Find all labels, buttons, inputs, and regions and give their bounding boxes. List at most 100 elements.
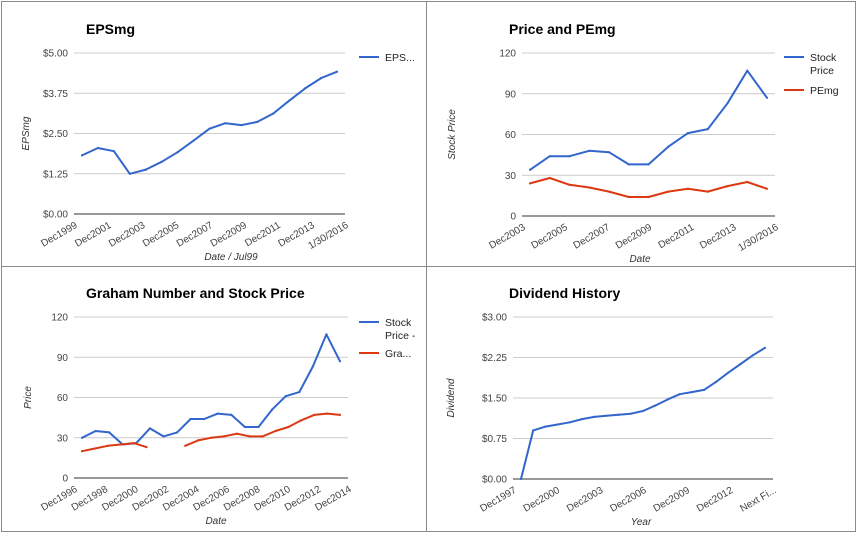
x-tick-label: Dec2007 [175,220,216,250]
data-point [617,413,620,416]
y-tick-label: 120 [51,313,68,324]
data-point [313,413,316,416]
y-tick-label: 60 [505,130,517,141]
y-tick-label: $2.25 [482,353,507,364]
data-point [666,398,669,401]
chart-svg-epsmg: EPSmg$0.00$1.25$2.50$3.75$5.00Dec1999Dec… [21,21,415,263]
data-point [93,447,96,450]
x-tick-label: Dec2009 [209,220,250,250]
x-tick-label: Dec2011 [243,220,283,249]
data-point [311,365,314,368]
data-point [160,160,163,163]
y-tick-label: $3.75 [43,89,68,100]
legend-label: Stock [810,52,837,64]
data-point [654,404,657,407]
data-point [627,163,630,166]
data-point [593,415,596,418]
y-tick-label: $0.75 [482,434,507,445]
data-point [647,163,650,166]
data-point [298,391,301,394]
data-point [106,444,109,447]
data-point [627,195,630,199]
data-point [80,436,84,439]
y-tick-label: $1.50 [482,394,507,405]
data-point [667,190,670,193]
data-point [746,180,749,184]
data-point [706,190,709,193]
y-axis-label: Price [23,386,34,409]
y-tick-label: 60 [57,393,69,404]
y-tick-label: $2.50 [43,129,68,140]
y-tick-label: $0.00 [482,475,507,486]
y-tick-label: 30 [505,171,517,182]
series-line [529,177,768,198]
chart-svg-graham-number: Graham Number and Stock Price 0 30 60 90 120 D… [23,285,416,527]
y-tick-label: 0 [62,474,68,485]
data-point [607,151,611,154]
data-point [532,429,535,432]
data-point [605,414,608,417]
series-line [520,346,766,480]
data-point [528,168,532,171]
data-point [243,425,246,429]
x-tick-label: Dec2001 [73,220,114,250]
data-point [678,393,681,396]
data-point [176,151,179,154]
series-line [81,70,338,175]
data-point [641,409,645,413]
data-point [690,391,693,394]
legend-label: EPS... [385,52,415,64]
data-point [132,442,135,445]
data-point [162,435,165,438]
data-point [751,354,754,357]
data-point [208,127,211,130]
y-tick-label: 90 [505,89,517,100]
data-point [94,429,97,433]
data-point [726,102,729,105]
data-point [284,395,287,398]
x-tick-label: Dec2003 [107,220,148,250]
x-tick-label: Dec2005 [141,220,182,250]
data-point [80,154,84,157]
data-point [667,145,670,148]
data-point [338,360,342,363]
x-axis-label: Date [205,516,227,527]
x-tick-label: Dec2003 [487,222,528,252]
y-tick-label: 0 [510,212,516,223]
chart-title: Graham Number and Stock Price [86,285,305,301]
x-tick-label: Dec2006 [608,485,649,515]
chart-panel-graham-number: Graham Number and Stock Price 0 30 60 90 120 D… [1,266,427,532]
data-point [739,362,742,366]
chart-panel-dividend-history: Dividend History $0.00 $0.75 $1.50 $2.25 $3.0… [426,266,856,532]
legend-label: Price - [385,330,416,342]
series-line [81,333,341,446]
data-point [568,183,571,186]
data-point [261,435,264,438]
data-point [96,146,99,150]
data-point [706,128,709,131]
data-point [519,477,523,481]
chart-title: EPSmg [86,21,135,37]
data-point [765,187,769,190]
chart-panel-price-pemg: Price and PEmg 0 30 60 90 120 Dec2003 Dec2005 De… [426,1,856,267]
data-point [763,346,767,349]
x-axis-label: Date [629,254,651,265]
x-tick-label: Dec2000 [522,485,563,515]
data-point [686,132,690,135]
y-tick-label: $5.00 [43,49,68,60]
x-axis-label: Year [631,517,652,528]
data-point [528,182,532,185]
data-point [300,419,303,422]
data-point [588,186,591,189]
data-point [216,412,219,415]
data-point [568,421,571,424]
y-tick-label: 30 [57,433,69,444]
data-point [548,176,551,180]
legend-label: PEmg [810,85,839,97]
x-tick-label: Dec2012 [695,485,736,515]
data-point [235,432,238,435]
x-tick-label: Dec2013 [698,222,739,252]
chart-title: Price and PEmg [509,21,616,37]
data-point [189,417,192,421]
